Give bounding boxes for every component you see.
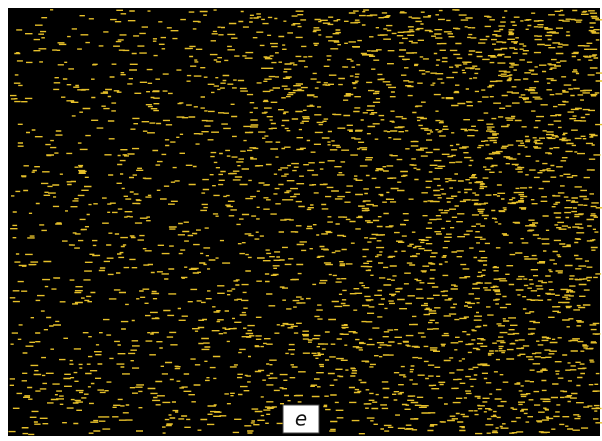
micrograph: e <box>0 0 602 441</box>
panel-label: e <box>295 407 307 431</box>
page: e (() => { const data = JSON.parse(docum… <box>0 0 602 441</box>
